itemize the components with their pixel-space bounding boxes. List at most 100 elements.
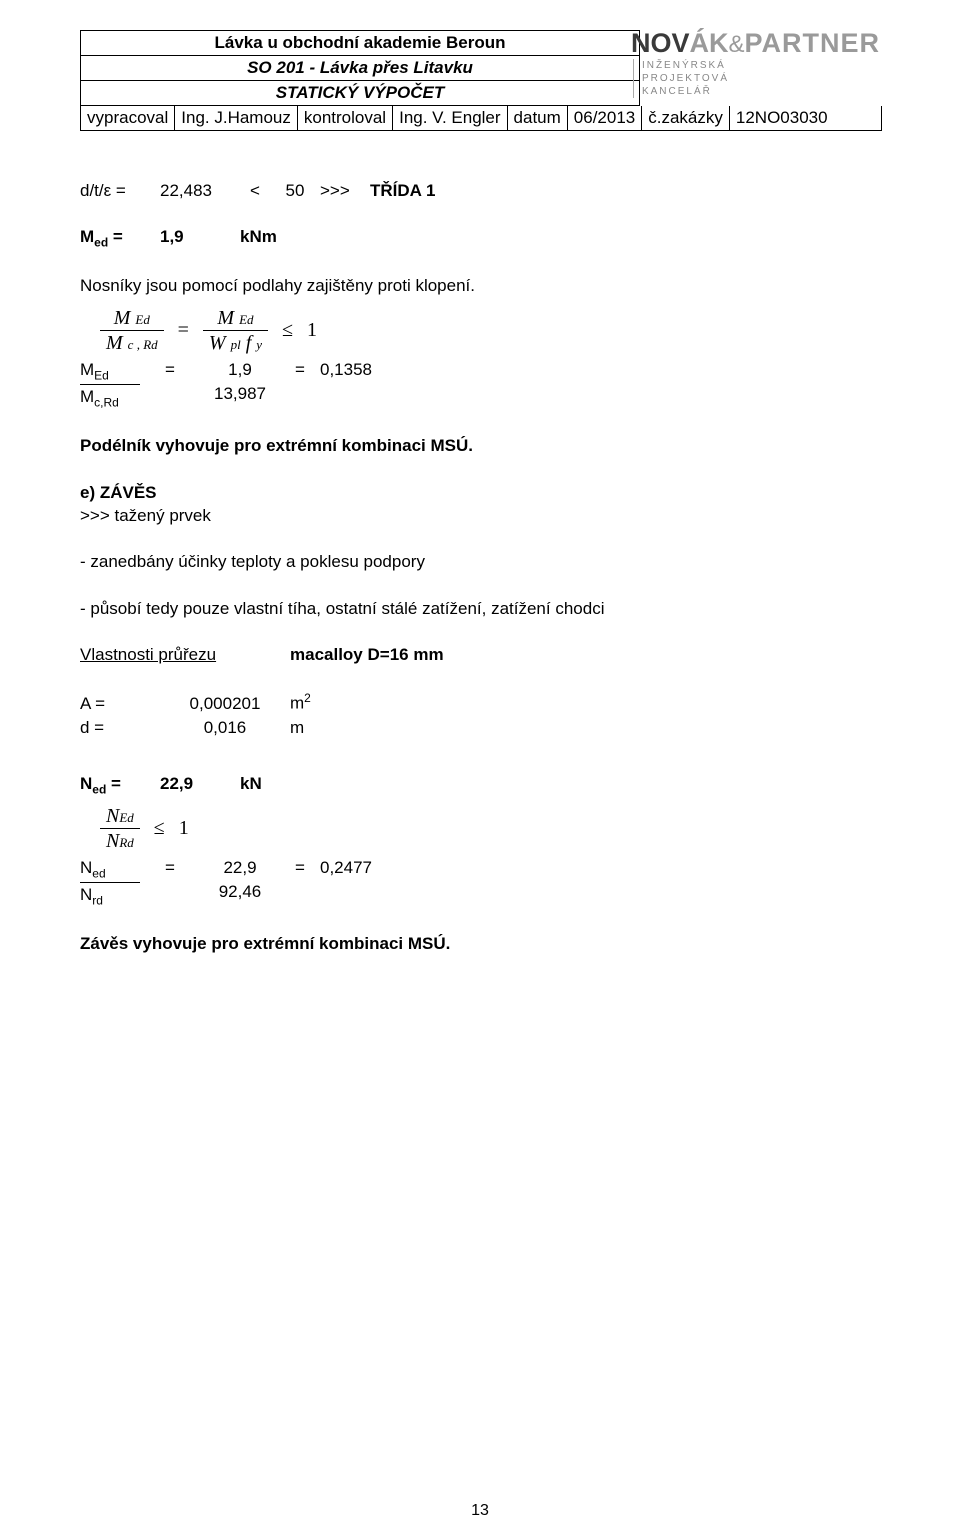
- page: Lávka u obchodní akademie Beroun SO 201 …: [0, 0, 960, 1540]
- frac2: NEd NRd: [100, 805, 140, 852]
- f1-one: 1: [307, 318, 317, 342]
- label-datum: datum: [508, 106, 568, 130]
- value-vypracoval: Ing. J.Hamouz: [175, 106, 298, 130]
- dte-arrow: >>>: [320, 181, 370, 201]
- header-left: Lávka u obchodní akademie Beroun SO 201 …: [80, 30, 640, 106]
- r2-res: 0,2477: [320, 858, 372, 878]
- logo-amp: &: [728, 31, 744, 58]
- Ned-sub: ed: [92, 782, 106, 796]
- row-d: d = 0,016 m: [80, 718, 880, 738]
- info-row: vypracoval Ing. J.Hamouz kontroloval Ing…: [80, 106, 882, 131]
- dte-val: 22,483: [160, 181, 240, 201]
- doc-subtitle: SO 201 - Lávka přes Litavku: [80, 56, 640, 81]
- e-bullet-1: - zanedbány účinky teploty a poklesu pod…: [80, 552, 880, 572]
- f2-n1: N: [106, 805, 119, 827]
- label-kontroloval: kontroloval: [298, 106, 393, 130]
- formula-axial: NEd NRd ≤ 1: [100, 805, 880, 852]
- ratio2-lab-num: Ned: [80, 858, 140, 881]
- r2-eq: =: [140, 858, 200, 878]
- med-unit: kNm: [240, 227, 277, 247]
- f2-n2: N: [106, 830, 119, 852]
- A-unit-base: m: [290, 694, 304, 713]
- note-1: Nosníky jsou pomocí podlahy zajištěny pr…: [80, 276, 880, 296]
- frac-right-num: M Ed: [211, 307, 259, 330]
- r2-sd: rd: [92, 894, 103, 908]
- value-zakazky: 12NO03030: [730, 106, 881, 130]
- ratio1-vals-num: = 1,9 = 0,1358: [140, 360, 372, 382]
- logo-part-nov: NOV: [631, 28, 690, 58]
- ratio-1: MEd Mc,Rd = 1,9 = 0,1358 13,987: [80, 360, 880, 411]
- doc-section: STATICKÝ VÝPOČET: [80, 81, 640, 106]
- logo-text: NOVÁK&PARTNER: [631, 30, 880, 57]
- ratio2-vals-den: 92,46: [140, 880, 372, 902]
- f1-m2: M: [106, 332, 123, 354]
- row-dte: d/t/ε = 22,483 < 50 >>> TŘÍDA 1: [80, 181, 880, 201]
- d-unit: m: [290, 718, 304, 738]
- f1-crd: c , Rd: [128, 337, 158, 352]
- A-label: A =: [80, 694, 160, 714]
- formula-moment: M Ed M c , Rd = M Ed W pl f y ≤ 1: [100, 307, 880, 354]
- A-val: 0,000201: [160, 694, 290, 714]
- Ned-label-wrap: Ned =: [80, 774, 160, 797]
- ratio2-lab-den: Nrd: [80, 885, 140, 908]
- label-zakazky: č.zakázky: [642, 106, 730, 130]
- f1-y: y: [256, 337, 262, 352]
- f2-le: ≤: [154, 816, 165, 840]
- f1-ed1: Ed: [135, 312, 149, 327]
- r2-denv: 92,46: [200, 882, 280, 902]
- med-label-wrap: Med =: [80, 227, 160, 250]
- props-row: Vlastnosti průřezu macalloy D=16 mm: [80, 645, 880, 665]
- ratio1-vals-den: 13,987: [140, 382, 372, 404]
- r1-eq2: =: [280, 360, 320, 380]
- company-logo: NOVÁK&PARTNER INŽENÝRSKÁ PROJEKTOVÁ KANC…: [631, 30, 880, 98]
- frac-right-den: W pl f y: [203, 330, 268, 354]
- r2-eq2: =: [280, 858, 320, 878]
- dte-class: TŘÍDA 1: [370, 181, 436, 201]
- ratio2-vals-num: = 22,9 = 0,2477: [140, 858, 372, 880]
- e-bullet-2: - působí tedy pouze vlastní tíha, ostatn…: [80, 599, 880, 619]
- e-sub: >>> tažený prvek: [80, 506, 880, 526]
- r1-denv: 13,987: [200, 384, 280, 404]
- d-label: d =: [80, 718, 160, 738]
- ratio2-den-row: Nrd: [80, 883, 140, 908]
- logo-partner: PARTNER: [744, 28, 880, 58]
- props-spec: macalloy D=16 mm: [290, 645, 444, 665]
- d-val: 0,016: [160, 718, 290, 738]
- heading-e: e) ZÁVĚS: [80, 483, 880, 503]
- f2-one: 1: [179, 816, 189, 840]
- r1-sn: Ed: [94, 368, 109, 382]
- page-number: 13: [0, 1502, 960, 1520]
- ratio1-lab-num: MEd: [80, 360, 140, 383]
- ratio1-num-row: MEd: [80, 360, 140, 386]
- dte-label: d/t/ε =: [80, 181, 160, 201]
- ratio1-den-row: Mc,Rd: [80, 385, 140, 410]
- f1-m1: M: [114, 307, 131, 329]
- r1-ln: M: [80, 360, 94, 379]
- row-A: A = 0,000201 m2: [80, 691, 880, 714]
- logo-part-ak: ÁK: [689, 28, 728, 58]
- dte-lt: <: [240, 181, 270, 201]
- med-val: 1,9: [160, 227, 240, 247]
- f2-rd: Rd: [119, 835, 133, 850]
- r1-ld: M: [80, 387, 94, 406]
- conclusion-1: Podélník vyhovuje pro extrémní kombinaci…: [80, 436, 880, 456]
- row-Ned: Ned = 22,9 kN: [80, 774, 880, 797]
- Ned-label: N: [80, 774, 92, 793]
- r2-numv: 22,9: [200, 858, 280, 878]
- frac-left-den: M c , Rd: [100, 330, 164, 354]
- conclusion-2: Závěs vyhovuje pro extrémní kombinaci MS…: [80, 934, 880, 954]
- A-unit: m2: [290, 691, 311, 714]
- med-label: M: [80, 227, 94, 246]
- A-unit-sup: 2: [304, 691, 311, 705]
- f1-le: ≤: [282, 318, 293, 342]
- document-header: Lávka u obchodní akademie Beroun SO 201 …: [80, 30, 880, 131]
- r2-ld: N: [80, 885, 92, 904]
- f1-m3: M: [217, 307, 234, 329]
- med-sub: ed: [94, 236, 108, 250]
- logo-sub-2: PROJEKTOVÁ: [642, 72, 880, 85]
- value-kontroloval: Ing. V. Engler: [393, 106, 507, 130]
- r1-res: 0,1358: [320, 360, 372, 380]
- ratio-2: Ned Nrd = 22,9 = 0,2477 92,46: [80, 858, 880, 909]
- ratio1-lab-den: Mc,Rd: [80, 387, 140, 410]
- ratio2-num-row: Ned: [80, 858, 140, 884]
